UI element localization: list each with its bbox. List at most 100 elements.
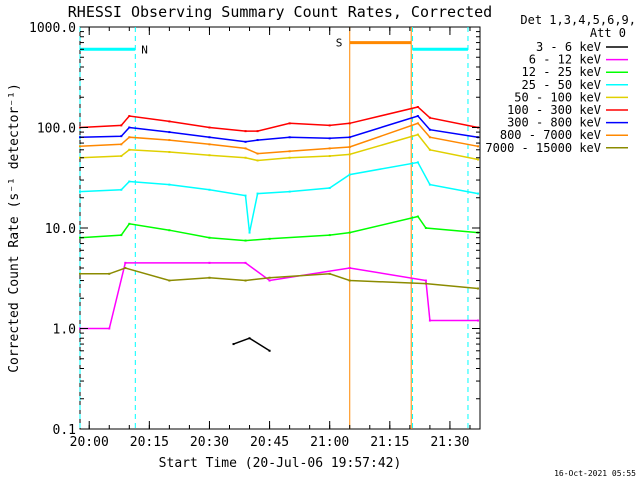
legend-label: 7000 - 15000 keV: [485, 141, 601, 155]
series-point: [128, 180, 131, 183]
series-point: [424, 282, 427, 285]
series-point: [208, 136, 211, 139]
series-point: [348, 136, 351, 139]
series-point: [120, 155, 123, 158]
series-point: [244, 239, 247, 242]
series-point: [424, 279, 427, 282]
series-point: [244, 130, 247, 133]
series-point: [244, 279, 247, 282]
legend-label: 6 - 12 keV: [529, 53, 601, 67]
series-point: [428, 148, 431, 151]
series-line-2: [79, 215, 479, 242]
saa-label: S: [336, 37, 343, 50]
series-point: [248, 231, 251, 234]
series-point: [208, 236, 211, 239]
series-point: [348, 173, 351, 176]
series-point: [348, 231, 351, 234]
series-point: [120, 124, 123, 127]
series-point: [256, 152, 259, 155]
x-tick-label: 21:15: [370, 435, 409, 450]
series-point: [128, 115, 131, 118]
series-point: [244, 194, 247, 197]
y-tick-label: 1000.0: [29, 21, 76, 36]
series-point: [168, 151, 171, 154]
y-tick-label: 10.0: [45, 222, 76, 237]
legend-label: 800 - 7000 keV: [500, 128, 601, 142]
series-point: [120, 143, 123, 146]
x-tick-label: 21:00: [310, 435, 349, 450]
series-point: [416, 161, 419, 164]
series-point: [348, 279, 351, 282]
x-tick-label: 20:45: [250, 435, 289, 450]
night-label: N: [141, 43, 148, 56]
series-point: [416, 215, 419, 218]
series-point: [268, 349, 271, 352]
series-point: [108, 272, 111, 275]
series-point: [288, 190, 291, 193]
x-tick-label: 21:30: [430, 435, 469, 450]
series-line-1: [80, 262, 478, 330]
series-point: [416, 133, 419, 136]
series-point: [120, 135, 123, 138]
series-point: [168, 139, 171, 142]
x-axis-label: Start Time (20-Jul-06 19:57:42): [159, 456, 402, 471]
legend-header-line-1: Det 1,3,4,5,6,9,: [520, 13, 636, 27]
series-point: [256, 139, 259, 142]
footer-timestamp: 16-Oct-2021 05:55: [554, 469, 636, 478]
legend-label: 300 - 800 keV: [507, 116, 601, 130]
legend-label: 50 - 100 keV: [514, 90, 601, 104]
series-point: [328, 187, 331, 190]
series-line-3: [79, 161, 479, 233]
legend-label: 12 - 25 keV: [522, 65, 601, 79]
series-point: [476, 319, 479, 322]
series-point: [348, 266, 351, 269]
series-point: [268, 279, 271, 282]
series-point: [244, 147, 247, 150]
series-point: [208, 126, 211, 129]
x-axis-ticks: 20:00 20:15 20:30 20:45 21:00 21:15 21:30: [70, 27, 471, 450]
series-point: [168, 131, 171, 134]
series-point: [476, 158, 479, 161]
series-point: [208, 276, 211, 279]
series-point: [428, 136, 431, 139]
series-point: [476, 287, 479, 290]
x-tick-label: 20:00: [70, 435, 109, 450]
y-axis-ticks: 0.1 1.0 10.0 100.0 1000.0: [29, 21, 480, 438]
series-point: [248, 337, 251, 340]
series-lines: [79, 105, 479, 352]
series-point: [208, 154, 211, 157]
series-point: [268, 276, 271, 279]
chart-title: RHESSI Observing Summary Count Rates, Co…: [68, 3, 492, 21]
series-line-0: [233, 337, 270, 352]
y-tick-label: 1.0: [53, 323, 76, 338]
series-point: [288, 136, 291, 139]
series-point: [288, 156, 291, 159]
series-line-8: [80, 267, 479, 290]
series-point: [208, 188, 211, 191]
plot-frame: [79, 26, 481, 430]
series-point: [348, 145, 351, 148]
x-tick-label: 20:30: [190, 435, 229, 450]
series-point: [328, 137, 331, 140]
series-point: [428, 319, 431, 322]
series-point: [244, 261, 247, 264]
series-point: [128, 222, 131, 225]
series-point: [416, 105, 419, 108]
series-point: [168, 120, 171, 123]
series-point: [124, 261, 127, 264]
series-point: [168, 183, 171, 186]
series-point: [256, 159, 259, 162]
series-point: [208, 261, 211, 264]
series-point: [108, 327, 111, 330]
series-point: [428, 183, 431, 186]
legend-label: 100 - 300 keV: [507, 103, 601, 117]
y-axis-label: Corrected Count Rate (s⁻¹ detector⁻¹): [7, 83, 22, 373]
series-point: [244, 140, 247, 143]
series-point: [124, 266, 127, 269]
series-point: [128, 126, 131, 129]
x-tick-label: 20:15: [130, 435, 169, 450]
series-point: [232, 343, 235, 346]
legend-label: 3 - 6 keV: [536, 40, 601, 54]
series-point: [348, 122, 351, 125]
